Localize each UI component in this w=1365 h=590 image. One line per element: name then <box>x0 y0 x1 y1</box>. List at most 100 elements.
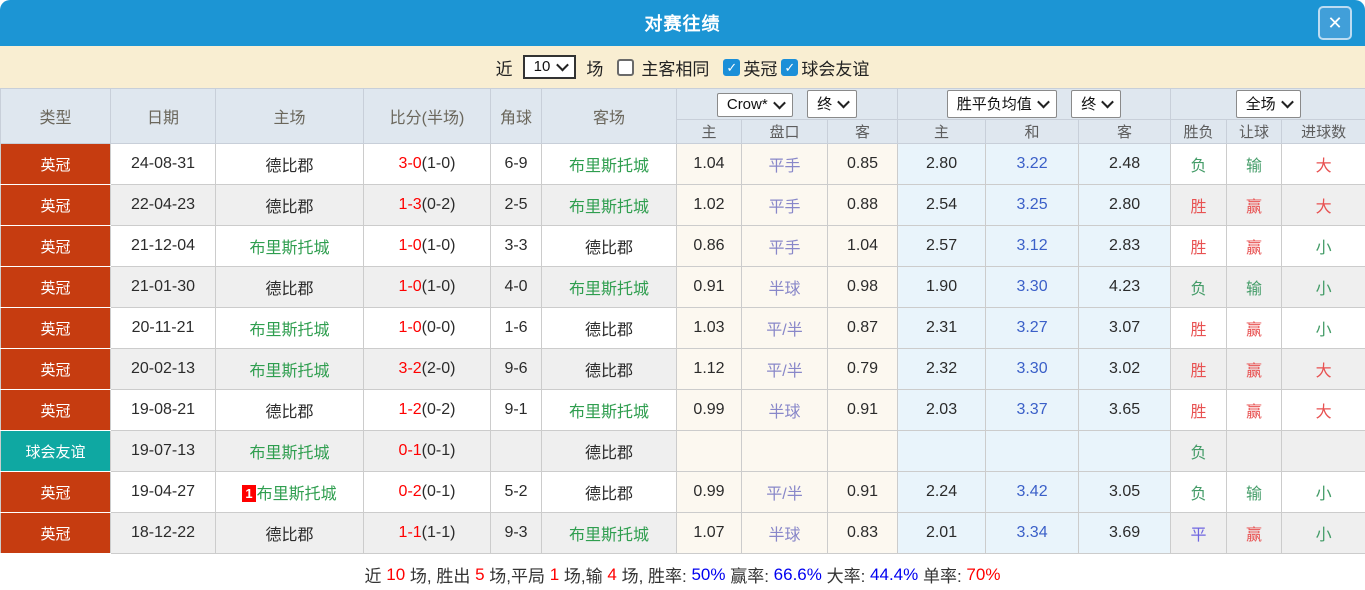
corners-cell: 6-9 <box>490 143 542 185</box>
sub-header-handicap: 盘口 <box>741 119 828 144</box>
odds-home-cell: 0.91 <box>676 266 742 308</box>
result-cell: 胜 <box>1170 184 1228 226</box>
avg-draw-cell: 3.37 <box>985 389 1080 431</box>
close-icon[interactable]: ✕ <box>1318 6 1352 40</box>
table-row: 英冠 20-02-13 布里斯托城 3-2(2-0) 9-6 德比郡 1.12 平/半 0.79… <box>0 348 1365 390</box>
home-team-cell: 德比郡 <box>215 512 364 554</box>
home-team-cell: 德比郡 <box>215 266 364 308</box>
table-row: 英冠 18-12-22 德比郡 1-1(1-1) 9-3 布里斯托城 1.07 半球 0.83 2… <box>0 512 1365 554</box>
goals-cell: 小 <box>1281 307 1365 349</box>
match-type-cell: 英冠 <box>0 143 111 185</box>
goals-cell: 大 <box>1281 143 1365 185</box>
odds-company-select[interactable]: Crow* <box>716 93 793 117</box>
date-cell: 18-12-22 <box>110 512 216 554</box>
score-cell: 0-1(0-1) <box>363 430 491 472</box>
avg-time-select[interactable]: 终 <box>1071 90 1122 118</box>
handicap-result-cell: 输 <box>1226 266 1283 308</box>
avg-type-select[interactable]: 胜平负均值 <box>946 90 1057 118</box>
date-cell: 21-01-30 <box>110 266 216 308</box>
home-team-cell: 布里斯托城 <box>215 430 364 472</box>
scope-select[interactable]: 全场 <box>1235 90 1301 118</box>
odds-home-cell: 1.02 <box>676 184 742 226</box>
table-row: 英冠 21-12-04 布里斯托城 1-0(1-0) 3-3 德比郡 0.86 平手 1.04 2… <box>0 225 1365 267</box>
same-venue-checkbox[interactable] <box>617 58 635 76</box>
scope-value: 全场 <box>1245 96 1276 113</box>
handicap-result-cell: 输 <box>1226 143 1283 185</box>
date-cell: 22-04-23 <box>110 184 216 226</box>
corners-cell: 3-3 <box>490 225 542 267</box>
score-cell: 1-1(1-1) <box>363 512 491 554</box>
avg-away-cell <box>1078 430 1172 472</box>
avg-away-cell: 3.02 <box>1078 348 1172 390</box>
handicap-cell: 平手 <box>741 143 828 185</box>
summary-segment: 5 <box>475 564 485 584</box>
corners-cell: 2-5 <box>490 184 542 226</box>
chevron-down-icon <box>556 58 570 72</box>
league-checkbox[interactable] <box>723 58 741 76</box>
home-team-cell: 1 布里斯托城 <box>215 471 364 513</box>
handicap-cell: 半球 <box>741 389 828 431</box>
away-team-cell: 德比郡 <box>541 307 677 349</box>
goals-cell: 小 <box>1281 512 1365 554</box>
date-cell: 21-12-04 <box>110 225 216 267</box>
goals-cell: 小 <box>1281 225 1365 267</box>
odds-away-cell: 0.88 <box>826 184 899 226</box>
match-count-select[interactable]: 10 <box>522 55 577 79</box>
avg-home-cell: 2.54 <box>897 184 987 226</box>
goals-cell <box>1281 430 1365 472</box>
avg-group-header: 胜平负均值 终 <box>897 88 1172 120</box>
odds-home-cell: 0.99 <box>676 471 742 513</box>
avg-draw-cell: 3.30 <box>985 348 1080 390</box>
handicap-cell: 半球 <box>741 512 828 554</box>
odds-away-cell: 0.87 <box>826 307 899 349</box>
odds-time-value: 终 <box>817 96 833 113</box>
home-team-cell: 德比郡 <box>215 389 364 431</box>
avg-draw-cell: 3.42 <box>985 471 1080 513</box>
match-count-value: 10 <box>533 58 551 75</box>
col-header-home: 主场 <box>215 88 364 144</box>
odds-away-cell: 0.85 <box>826 143 899 185</box>
summary-footer: 近 10 场, 胜出 5 场,平局 1 场,输 4 场, 胜率: 50% 赢率:… <box>0 554 1365 590</box>
handicap-result-cell: 赢 <box>1226 184 1283 226</box>
score-cell: 3-2(2-0) <box>363 348 491 390</box>
summary-segment: 4 <box>607 564 617 584</box>
away-team-cell: 布里斯托城 <box>541 512 677 554</box>
chevron-down-icon <box>837 95 851 109</box>
friendly-checkbox[interactable] <box>781 58 799 76</box>
avg-draw-cell: 3.34 <box>985 512 1080 554</box>
filter-bar: 近 10 场 主客相同 英冠 球会友谊 <box>0 46 1365 88</box>
summary-segment: 场, 胜出 <box>405 567 476 586</box>
away-team-cell: 布里斯托城 <box>541 266 677 308</box>
away-team-cell: 布里斯托城 <box>541 143 677 185</box>
away-team-cell: 布里斯托城 <box>541 389 677 431</box>
chevron-down-icon <box>772 96 786 110</box>
games-label: 场 <box>586 59 604 79</box>
match-type-cell: 英冠 <box>0 225 111 267</box>
friendly-label: 球会友谊 <box>801 59 870 79</box>
sub-header-avg-home: 主 <box>897 119 987 144</box>
handicap-result-cell: 输 <box>1226 471 1283 513</box>
avg-home-cell: 2.01 <box>897 512 987 554</box>
sub-header-odds-away: 客 <box>826 119 899 144</box>
avg-home-cell: 2.80 <box>897 143 987 185</box>
odds-group-header: Crow* 终 <box>675 88 899 120</box>
avg-away-cell: 3.65 <box>1078 389 1172 431</box>
table-body: 英冠 24-08-31 德比郡 3-0(1-0) 6-9 布里斯托城 1.04 平手 0.85 2… <box>0 143 1365 554</box>
near-label: 近 <box>495 59 513 79</box>
summary-segment: 场, 胜率: <box>616 567 692 586</box>
goals-cell: 大 <box>1281 184 1365 226</box>
sub-header-result: 胜负 <box>1170 119 1228 144</box>
handicap-cell <box>741 430 828 472</box>
result-cell: 负 <box>1170 471 1228 513</box>
summary-segment: 场,输 <box>559 567 608 586</box>
table-row: 英冠 20-11-21 布里斯托城 1-0(0-0) 1-6 德比郡 1.03 平/半 0.87… <box>0 307 1365 349</box>
handicap-cell: 半球 <box>741 266 828 308</box>
sub-header-goals: 进球数 <box>1281 119 1365 144</box>
table-row: 球会友谊 19-07-13 布里斯托城 0-1(0-1) 德比郡 负 <box>0 430 1365 472</box>
avg-home-cell: 2.57 <box>897 225 987 267</box>
date-cell: 19-04-27 <box>110 471 216 513</box>
odds-time-select[interactable]: 终 <box>807 90 858 118</box>
avg-type-value: 胜平负均值 <box>956 96 1032 113</box>
summary-segment: 赢率: <box>725 567 774 586</box>
odds-away-cell: 0.91 <box>826 389 899 431</box>
